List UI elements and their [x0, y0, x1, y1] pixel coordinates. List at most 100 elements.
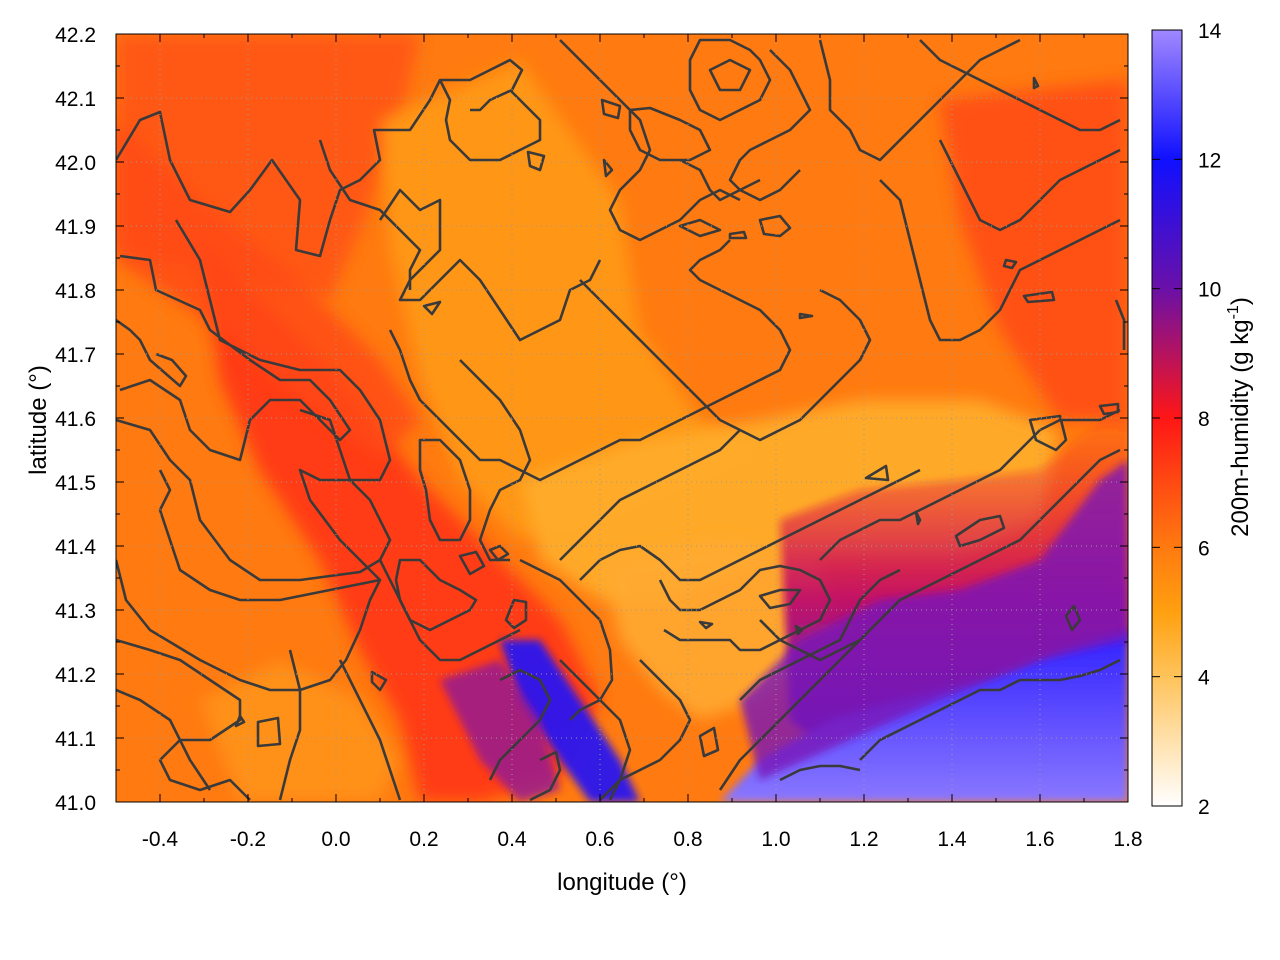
y-axis-ticks: 41.0 41.1 41.2 41.3 41.4 41.5 41.6 41.7 41.8 41.9… [55, 24, 1128, 815]
field-east-red [940, 80, 1128, 420]
x-tick-label: -0.2 [230, 828, 266, 851]
colorbar-label-end: ) [1227, 297, 1254, 305]
contour-line [688, 38, 772, 122]
contour-line [859, 658, 1121, 761]
colorbar-label-superscript: -1 [1225, 305, 1242, 319]
contour-line [914, 510, 922, 526]
contour-line [338, 659, 402, 801]
contour-line [718, 639, 861, 791]
contour-line [1028, 414, 1068, 452]
y-tick-label: 41.3 [55, 600, 96, 623]
contour-line [158, 219, 392, 602]
y-tick-label: 41.5 [55, 472, 96, 495]
x-axis-label: longitude (°) [557, 869, 687, 896]
contour-line [438, 79, 542, 162]
y-tick-label: 42.0 [55, 152, 96, 175]
colorbar-tick-label: 14 [1198, 20, 1222, 43]
x-tick-label: 0.8 [673, 828, 702, 851]
contour-line [608, 659, 692, 801]
contour-line [698, 620, 714, 630]
contour-line [818, 38, 1021, 162]
y-tick-label: 41.0 [55, 792, 96, 815]
x-tick-label: 0.4 [497, 828, 527, 851]
contour-line [559, 39, 741, 242]
contour-line [759, 448, 1121, 662]
contour-line [278, 649, 302, 801]
y-axis-label: latitude (°) [25, 365, 52, 475]
x-tick-label: 0.0 [321, 828, 350, 851]
contour-line [256, 716, 282, 748]
field-sea-east [720, 630, 1128, 802]
contour-line [459, 359, 532, 562]
contour-line [758, 588, 802, 610]
contour-line [116, 638, 251, 801]
colorbar-label: 200m-humidity (g kg-1) [1225, 297, 1254, 537]
contour-line [234, 714, 246, 728]
contour-line [116, 318, 188, 388]
y-tick-label: 41.9 [55, 216, 96, 239]
field-sea-delta [500, 640, 640, 802]
contour-line [879, 179, 1121, 342]
contour-line [504, 598, 528, 630]
contour-line [378, 188, 602, 342]
contour-line [919, 39, 1121, 132]
contour-line [1002, 258, 1018, 270]
contour-line [1098, 402, 1120, 416]
x-tick-label: -0.4 [142, 828, 179, 851]
colorbar-tick-label: 4 [1198, 667, 1210, 690]
contour-line [728, 230, 748, 240]
colorbar-tick-label: 2 [1198, 796, 1210, 819]
contour-line [116, 58, 524, 258]
contour-line [658, 564, 832, 652]
contour-line [370, 670, 388, 692]
field-delta-purple [440, 660, 560, 802]
contour-line [679, 158, 761, 202]
contour-line [378, 559, 521, 662]
x-tick-label: 1.8 [1113, 828, 1142, 851]
contour-line [794, 624, 804, 636]
contour-line [728, 49, 812, 202]
y-tick-label: 41.1 [55, 728, 96, 751]
x-axis-ticks: -0.4 -0.2 0.0 0.2 0.4 0.6 0.8 1.0 1.2 1.4 1.6 1.8 [115, 34, 1143, 851]
contour-line [864, 464, 890, 482]
contour-line [488, 668, 552, 781]
contour-line [488, 544, 510, 562]
x-tick-label: 1.0 [761, 828, 790, 851]
contour-line [708, 58, 752, 92]
contour-line [116, 688, 212, 791]
y-tick-label: 41.6 [55, 408, 96, 431]
field-central-light [380, 60, 760, 540]
y-tick-label: 42.1 [55, 88, 96, 111]
colorbar-ticks: 2 4 6 8 10 12 14 [1152, 20, 1222, 819]
contour-line [526, 150, 546, 172]
contour-line [954, 514, 1006, 548]
contour-line [418, 438, 472, 542]
contour-line [519, 558, 614, 721]
contour-line [602, 158, 614, 178]
y-tick-label: 42.2 [55, 24, 96, 47]
colorbar-tick-label: 8 [1198, 408, 1210, 431]
colorbar-label-main: 200m-humidity (g kg [1227, 319, 1254, 536]
contour-line [318, 139, 422, 290]
contour-line [678, 218, 722, 238]
y-tick-label: 41.7 [55, 344, 96, 367]
contour-line [628, 106, 712, 162]
contour-line [1032, 76, 1040, 90]
x-tick-label: 1.2 [849, 828, 878, 851]
contour-line [119, 254, 352, 462]
contour-line [779, 764, 861, 782]
contour-line [529, 750, 562, 802]
y-tick-label: 41.4 [55, 536, 96, 559]
contour-line [698, 726, 720, 758]
contour-line [559, 659, 632, 801]
colorbar-tick-label: 10 [1198, 279, 1221, 302]
contour-line [116, 408, 392, 582]
x-tick-label: 1.6 [1025, 828, 1054, 851]
contour-line [1022, 290, 1056, 304]
contour-line [559, 429, 741, 561]
x-tick-label: 0.6 [585, 828, 614, 851]
contour-line [422, 300, 442, 316]
contour-line [600, 98, 622, 120]
topography-contours [116, 38, 1126, 802]
